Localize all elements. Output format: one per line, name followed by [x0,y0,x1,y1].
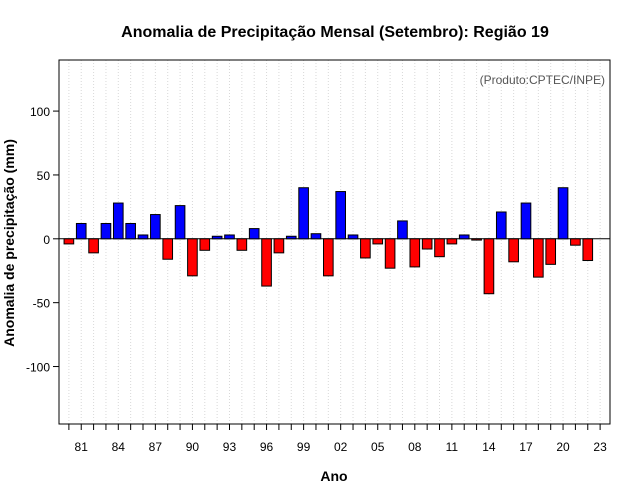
bar-04 [360,238,371,259]
chart-title: Anomalia de Precipitação Mensal (Setembr… [121,24,549,41]
bar-12 [458,234,470,240]
x-tick-label: 02 [334,440,348,454]
bar-87 [150,214,161,240]
bar-09 [421,238,433,250]
x-axis-title: Ano [320,468,347,484]
x-tick-label: 08 [408,440,422,454]
bar-85 [125,222,136,240]
bar-00 [310,233,322,240]
bar-92 [211,235,223,240]
bar-11 [446,238,458,245]
bar-21 [570,238,581,246]
bar-10 [434,238,445,258]
bar-19 [545,238,557,265]
y-axis: -100 -50 0 50 100 [26,105,59,375]
x-tick-label: 14 [482,440,496,454]
x-tick-label: 93 [223,440,237,454]
bar-93 [224,234,235,240]
bar-80 [63,238,75,245]
bar-03 [347,234,359,240]
x-tick-label: 99 [297,440,311,454]
x-tick-label: 20 [556,440,570,454]
bar-96 [261,238,272,287]
bar-01 [323,238,334,277]
bars [63,187,594,295]
bar-90 [187,238,198,277]
bar-83 [100,222,112,240]
bar-22 [582,238,594,262]
bar-88 [162,238,174,260]
bar-84 [112,202,124,240]
x-tick-label: 81 [75,440,89,454]
y-tick-label: 50 [37,169,51,183]
x-tick-label: 11 [446,440,459,454]
bar-06 [384,238,396,269]
bar-89 [174,205,186,240]
bar-16 [508,238,519,263]
y-tick-label: -50 [33,297,51,311]
bar-07 [397,220,408,240]
bar-15 [495,211,507,240]
x-tick-label: 87 [149,440,163,454]
bar-13 [471,238,482,241]
x-tick-label: 17 [519,440,533,454]
bar-18 [533,238,544,278]
bar-17 [520,202,532,240]
y-axis-title: Anomalia de precipitação (mm) [1,139,17,347]
bar-02 [335,191,346,240]
x-tick-label: 90 [186,440,200,454]
x-tick-label: 05 [371,440,385,454]
y-tick-label: 100 [30,105,50,119]
bar-95 [248,228,260,240]
x-axis: 81 84 87 90 93 96 99 02 05 08 11 14 17 20 23 [68,424,607,454]
source-annotation: (Produto:CPTEC/INPE) [480,73,605,87]
grid [68,60,601,424]
plot-frame [58,59,611,425]
bar-08 [409,238,421,268]
x-tick-label: 84 [112,440,126,454]
bar-14 [483,238,495,295]
y-tick-label: -100 [26,361,50,375]
x-tick-label: 23 [593,440,607,454]
bar-81 [75,222,87,240]
bar-98 [285,235,297,240]
bar-05 [372,238,384,245]
bar-99 [298,187,309,240]
bar-86 [137,234,149,240]
bar-91 [199,238,211,251]
y-tick-label: 0 [43,233,50,247]
x-tick-label: 96 [260,440,274,454]
bar-20 [557,187,569,240]
bar-82 [88,238,99,254]
bar-97 [273,238,285,254]
bar-94 [236,238,248,251]
